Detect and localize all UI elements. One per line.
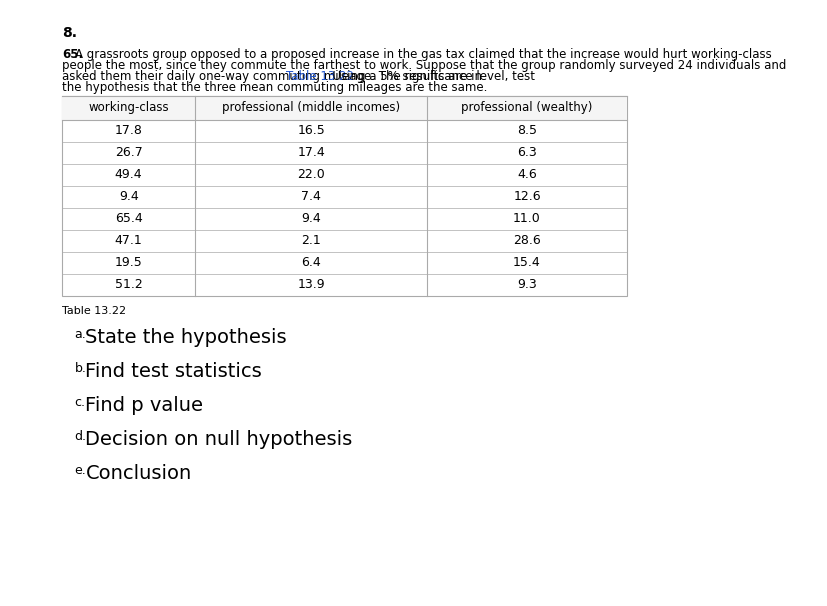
- Text: 8.5: 8.5: [516, 124, 537, 138]
- Text: Table 13.22: Table 13.22: [62, 306, 127, 316]
- Text: 4.6: 4.6: [517, 168, 536, 182]
- Text: 9.4: 9.4: [118, 190, 138, 204]
- Text: b.: b.: [74, 362, 87, 375]
- Bar: [62, 96, 626, 120]
- Text: professional (wealthy): professional (wealthy): [461, 101, 592, 115]
- Text: Decision on null hypothesis: Decision on null hypothesis: [85, 430, 352, 449]
- Text: 6.3: 6.3: [517, 147, 536, 159]
- Text: 13.9: 13.9: [297, 279, 325, 291]
- Text: Conclusion: Conclusion: [85, 464, 192, 483]
- Text: 51.2: 51.2: [115, 279, 142, 291]
- Text: d.: d.: [74, 430, 87, 443]
- Text: 28.6: 28.6: [513, 235, 540, 247]
- Text: Find test statistics: Find test statistics: [85, 362, 262, 381]
- Text: 65.4: 65.4: [115, 213, 142, 225]
- Text: 12.6: 12.6: [513, 190, 540, 204]
- Text: 19.5: 19.5: [115, 256, 142, 270]
- Text: A grassroots group opposed to a proposed increase in the gas tax claimed that th: A grassroots group opposed to a proposed…: [74, 48, 771, 61]
- Text: working-class: working-class: [88, 101, 169, 115]
- Text: 2.1: 2.1: [301, 235, 321, 247]
- Text: the hypothesis that the three mean commuting mileages are the same.: the hypothesis that the three mean commu…: [62, 81, 487, 94]
- Text: 65.: 65.: [62, 48, 84, 61]
- Text: 8.: 8.: [62, 26, 77, 40]
- Text: people the most, since they commute the farthest to work. Suppose that the group: people the most, since they commute the …: [62, 59, 786, 72]
- Text: State the hypothesis: State the hypothesis: [85, 328, 287, 347]
- Text: . Using a 5% significance level, test: . Using a 5% significance level, test: [324, 70, 534, 83]
- Text: 22.0: 22.0: [297, 168, 325, 182]
- Text: professional (middle incomes): professional (middle incomes): [222, 101, 399, 115]
- Text: 47.1: 47.1: [115, 235, 142, 247]
- Text: 9.4: 9.4: [301, 213, 321, 225]
- Text: Table 13.22: Table 13.22: [285, 70, 353, 83]
- Text: 17.4: 17.4: [297, 147, 325, 159]
- Text: 26.7: 26.7: [115, 147, 142, 159]
- Text: c.: c.: [74, 396, 85, 409]
- Text: 11.0: 11.0: [513, 213, 540, 225]
- Text: e.: e.: [74, 464, 86, 477]
- Text: 15.4: 15.4: [513, 256, 540, 270]
- Text: a.: a.: [74, 328, 86, 341]
- Text: 9.3: 9.3: [517, 279, 536, 291]
- Text: 7.4: 7.4: [301, 190, 321, 204]
- Text: Find p value: Find p value: [85, 396, 203, 415]
- Bar: [62, 96, 626, 296]
- Text: 49.4: 49.4: [115, 168, 142, 182]
- Text: asked them their daily one-way commuting mileage. The results are in: asked them their daily one-way commuting…: [62, 70, 481, 83]
- Text: 6.4: 6.4: [301, 256, 321, 270]
- Text: 17.8: 17.8: [115, 124, 142, 138]
- Text: 16.5: 16.5: [297, 124, 325, 138]
